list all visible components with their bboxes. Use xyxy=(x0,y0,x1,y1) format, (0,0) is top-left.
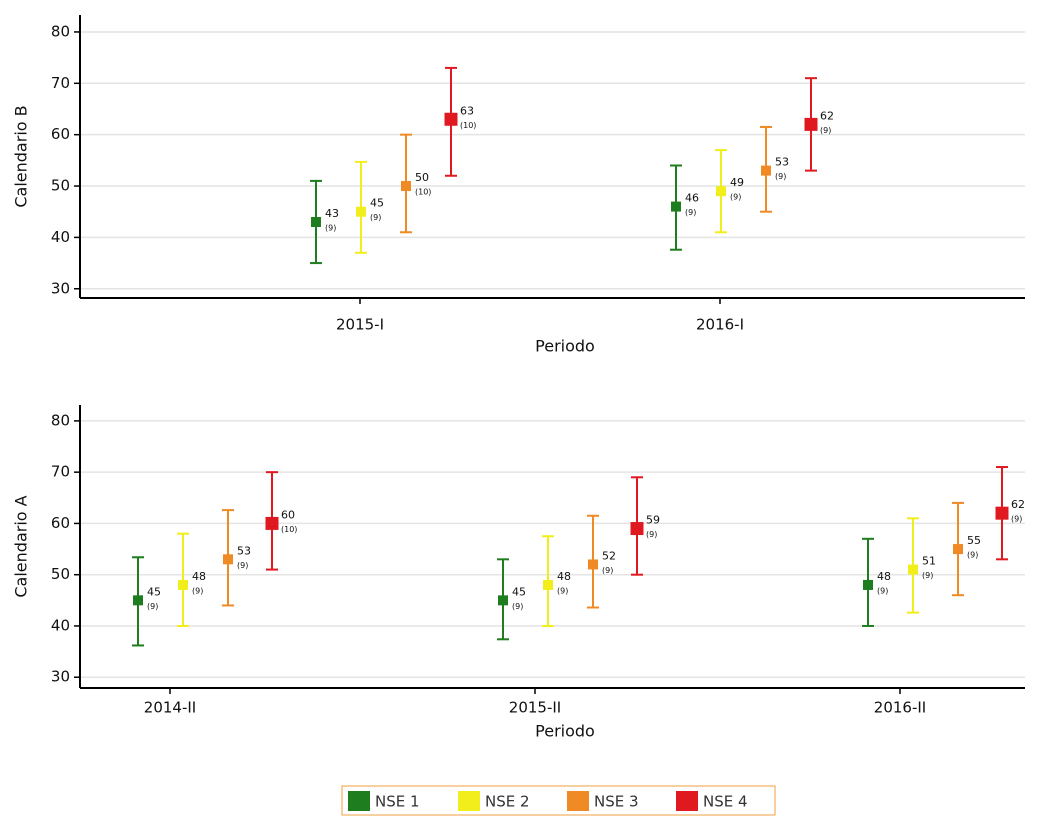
y-tick-label: 30 xyxy=(51,668,70,686)
point xyxy=(543,579,553,590)
y-tick-label: 80 xyxy=(51,411,70,429)
legend-label: NSE 1 xyxy=(375,793,420,811)
x-tick-label: 2015-II xyxy=(509,699,561,717)
x-tick-label: 2016-II xyxy=(874,699,926,717)
data-note: (10) xyxy=(460,121,476,130)
data-label: 43 xyxy=(325,207,339,220)
data-label: 52 xyxy=(602,549,616,562)
y-tick-label: 40 xyxy=(51,616,70,634)
point xyxy=(995,506,1009,520)
data-label: 53 xyxy=(237,544,251,557)
point xyxy=(630,522,644,536)
y-axis-title: Calendario A xyxy=(12,495,31,597)
data-label: 48 xyxy=(192,570,206,583)
y-tick-label: 50 xyxy=(51,177,70,195)
y-tick-label: 70 xyxy=(51,74,70,92)
error-bar xyxy=(177,532,189,627)
data-note: (9) xyxy=(147,602,158,611)
point xyxy=(804,117,818,131)
data-note: (9) xyxy=(325,223,336,232)
point xyxy=(671,201,681,212)
data-label: 59 xyxy=(646,514,660,527)
data-note: (9) xyxy=(685,208,696,217)
data-label: 53 xyxy=(775,156,789,169)
data-label: 62 xyxy=(1011,498,1025,511)
data-note: (9) xyxy=(557,586,568,595)
data-note: (9) xyxy=(1011,515,1022,524)
y-axis-title: Calendario B xyxy=(12,105,31,207)
y-tick-label: 30 xyxy=(51,279,70,297)
data-label: 46 xyxy=(685,192,699,205)
data-label: 45 xyxy=(147,585,161,598)
data-note: (9) xyxy=(192,586,203,595)
data-note: (9) xyxy=(775,172,786,181)
x-tick-label: 2014-II xyxy=(144,699,196,717)
data-label: 50 xyxy=(415,171,429,184)
legend-label: NSE 2 xyxy=(485,793,530,811)
data-label: 62 xyxy=(820,109,834,122)
data-label: 51 xyxy=(922,555,936,568)
legend-label: NSE 4 xyxy=(703,793,748,811)
data-label: 48 xyxy=(557,570,571,583)
point xyxy=(133,595,143,606)
point xyxy=(311,216,321,227)
legend-swatch xyxy=(348,791,370,811)
point xyxy=(498,595,508,606)
data-note: (9) xyxy=(237,561,248,570)
point xyxy=(178,579,188,590)
y-tick-label: 60 xyxy=(51,125,70,143)
data-note: (9) xyxy=(820,126,831,135)
data-label: 49 xyxy=(730,176,744,189)
data-label: 45 xyxy=(512,585,526,598)
point xyxy=(588,559,598,570)
point xyxy=(223,554,233,565)
y-tick-label: 40 xyxy=(51,228,70,246)
y-tick-label: 70 xyxy=(51,463,70,481)
y-tick-label: 60 xyxy=(51,514,70,532)
x-axis-title: Periodo xyxy=(535,722,595,741)
legend-label: NSE 3 xyxy=(594,793,639,811)
data-note: (9) xyxy=(730,193,741,202)
data-label: 55 xyxy=(967,534,981,547)
legend-box xyxy=(341,785,776,816)
legend-swatch xyxy=(567,791,589,811)
data-note: (9) xyxy=(602,566,613,575)
data-label: 45 xyxy=(370,197,384,210)
legend-swatch xyxy=(458,791,480,811)
point xyxy=(953,544,963,555)
x-axis-title: Periodo xyxy=(535,337,595,356)
y-tick-label: 50 xyxy=(51,565,70,583)
data-note: (9) xyxy=(646,530,657,539)
data-note: (9) xyxy=(877,586,888,595)
point xyxy=(444,112,458,126)
point xyxy=(908,564,918,575)
legend-swatch xyxy=(676,791,698,811)
point xyxy=(863,579,873,590)
data-note: (10) xyxy=(281,525,297,534)
data-note: (9) xyxy=(512,602,523,611)
data-note: (9) xyxy=(967,551,978,560)
point xyxy=(716,186,726,197)
point xyxy=(761,165,771,176)
data-label: 60 xyxy=(281,508,295,521)
x-tick-label: 2015-I xyxy=(336,316,384,334)
point xyxy=(401,181,411,192)
x-tick-label: 2016-I xyxy=(696,316,744,334)
data-note: (9) xyxy=(370,213,381,222)
data-label: 63 xyxy=(460,104,474,117)
data-note: (9) xyxy=(922,571,933,580)
point xyxy=(356,206,366,217)
data-note: (10) xyxy=(415,188,431,197)
data-label: 48 xyxy=(877,570,891,583)
point xyxy=(265,516,279,530)
y-tick-label: 80 xyxy=(51,22,70,40)
